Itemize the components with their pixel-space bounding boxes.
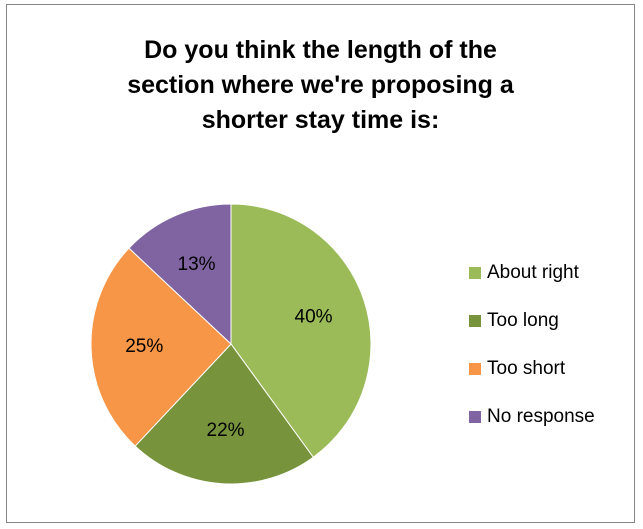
legend-label-too-long: Too long (487, 310, 559, 331)
chart-title-line-2: section where we're proposing a (127, 71, 514, 99)
legend-label-about-right: About right (487, 262, 579, 283)
legend-item-no-response: No response (469, 405, 595, 429)
chart-frame: Do you think the length of the section w… (6, 4, 635, 523)
data-label-no-response: 13% (178, 254, 216, 275)
legend-label-no-response: No response (487, 406, 595, 427)
legend-item-about-right: About right (469, 261, 595, 285)
legend-item-too-long: Too long (469, 309, 595, 333)
data-label-too-short: 25% (125, 336, 163, 357)
data-label-about-right: 40% (295, 307, 333, 328)
legend-swatch-about-right (469, 267, 481, 279)
pie-slice-no-response (128, 203, 232, 346)
data-label-too-long: 22% (207, 420, 245, 441)
legend-swatch-too-short (469, 363, 481, 375)
chart-title-line-1: Do you think the length of the (144, 36, 497, 64)
chart-title-line-3: shorter stay time is: (201, 106, 440, 134)
legend-swatch-too-long (469, 315, 481, 327)
pie-slice-too-short (90, 247, 232, 447)
legend-label-too-short: Too short (487, 358, 566, 379)
legend-swatch-no-response (469, 411, 481, 423)
legend-item-too-short: Too short (469, 357, 595, 381)
pie-slice-too-long (134, 343, 314, 485)
chart-title: Do you think the length of the section w… (7, 33, 634, 138)
pie-slice-about-right (230, 203, 372, 458)
pie-chart: 40% 22% 25% 13% (90, 203, 372, 485)
legend: About right Too long Too short No respon… (469, 261, 595, 453)
